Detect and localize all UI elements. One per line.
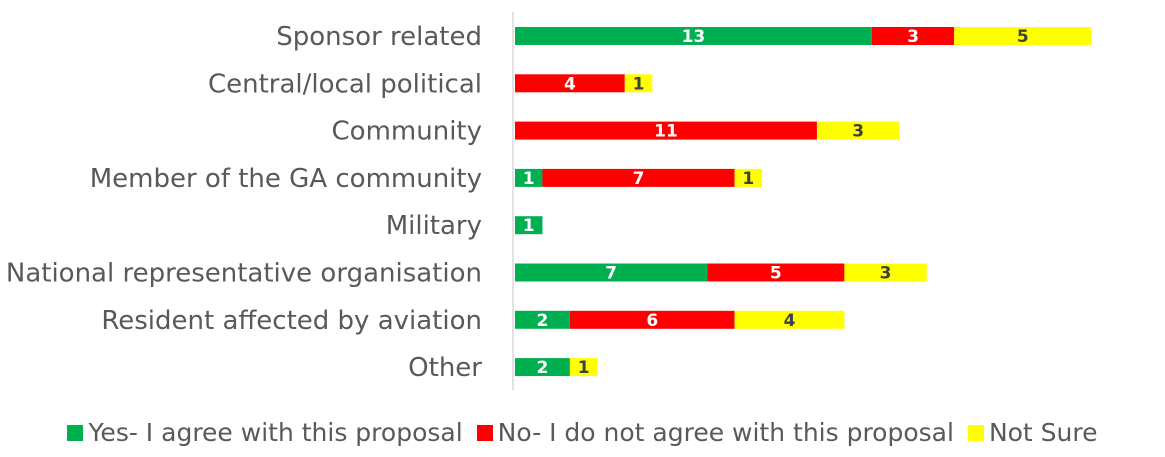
data-label: 1 [742, 169, 754, 189]
stacked-bar-chart: Sponsor related Central/local political Co… [6, 12, 1092, 390]
data-label: 1 [578, 358, 590, 378]
bar-segment [515, 121, 817, 140]
category-label: Community [332, 117, 482, 147]
category-label: Sponsor related [276, 22, 482, 52]
data-label: 3 [907, 27, 919, 47]
category-label: Member of the GA community [90, 164, 482, 194]
category-label: National representative organisation [6, 259, 482, 289]
bar-segment [515, 168, 543, 187]
bar-segment [515, 74, 625, 93]
bar-segment [707, 263, 845, 282]
category-label: Military [386, 211, 482, 241]
bar-segment [816, 121, 900, 140]
bars [515, 27, 1092, 377]
bar-segment [569, 358, 598, 377]
legend-label-not-sure: Not Sure [988, 418, 1098, 447]
data-label: 7 [605, 264, 617, 284]
data-label: 1 [523, 169, 535, 189]
bar-segment [954, 27, 1092, 45]
bar-segment [734, 310, 845, 329]
legend-item-no: No- I do not agree with this proposal [476, 418, 954, 447]
legend: Yes- I agree with this proposal No- I do… [0, 418, 1165, 447]
bar-segment [844, 263, 927, 282]
data-label: 4 [564, 74, 576, 94]
category-labels: Sponsor related Central/local political Co… [6, 22, 482, 383]
legend-item-not-sure: Not Sure [967, 418, 1098, 447]
bar-segment [871, 27, 955, 45]
bar-segment [515, 310, 570, 329]
data-label: 1 [633, 74, 645, 94]
data-label: 13 [682, 27, 706, 47]
data-labels: 13 3 54 111 31 7 117 5 32 6 42 1 [523, 27, 1029, 378]
legend-swatch-not-sure [967, 424, 984, 441]
data-label: 1 [523, 216, 535, 236]
bar-segment [515, 216, 543, 235]
legend-label-no: No- I do not agree with this proposal [497, 418, 954, 447]
data-label: 4 [784, 311, 796, 331]
data-label: 2 [537, 311, 549, 331]
bar-segment [515, 358, 570, 377]
bar-segment [515, 263, 708, 282]
data-label: 11 [654, 122, 678, 142]
data-label: 7 [633, 169, 645, 189]
legend-item-yes: Yes- I agree with this proposal [67, 418, 463, 447]
data-label: 2 [537, 358, 549, 378]
legend-label-yes: Yes- I agree with this proposal [88, 418, 463, 447]
data-label: 5 [770, 264, 782, 284]
data-label: 3 [880, 264, 892, 284]
data-label: 5 [1017, 27, 1029, 47]
data-label: 6 [646, 311, 658, 331]
category-label: Other [408, 353, 482, 383]
category-label: Resident affected by aviation [101, 306, 482, 336]
legend-swatch-no [476, 424, 493, 441]
bar-segment [569, 310, 735, 329]
bar-segment [734, 168, 763, 187]
bar-segment [624, 74, 653, 93]
bar-segment [542, 168, 735, 187]
legend-swatch-yes [67, 424, 84, 441]
bar-segment [515, 27, 872, 45]
category-label: Central/local political [208, 69, 482, 99]
data-label: 3 [852, 122, 864, 142]
